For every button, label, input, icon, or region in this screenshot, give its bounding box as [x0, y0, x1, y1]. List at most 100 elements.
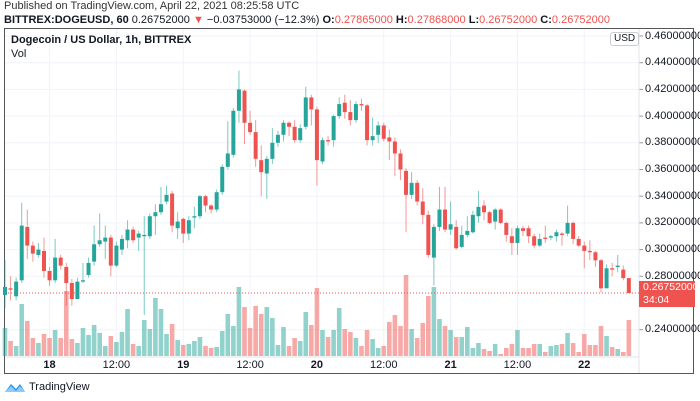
- volume-bar: [548, 346, 554, 356]
- candle-body: [69, 282, 74, 299]
- candle-body: [147, 216, 152, 237]
- volume-bar: [108, 336, 114, 356]
- volume-bar: [437, 319, 442, 356]
- volume-bar: [281, 327, 286, 356]
- candle-body: [626, 278, 631, 293]
- volume-bar: [387, 322, 392, 356]
- volume-bar: [381, 346, 387, 356]
- volume-bar: [225, 314, 231, 356]
- volume-bar: [325, 337, 331, 356]
- candle-body: [253, 132, 258, 159]
- candle-body: [621, 269, 626, 279]
- candle-body: [153, 212, 158, 217]
- volume-bar: [63, 291, 69, 356]
- volume-bar: [442, 326, 448, 356]
- candle-body: [119, 238, 124, 250]
- volume-bar: [247, 328, 253, 356]
- volume-bar: [130, 344, 136, 356]
- low-label: L:: [468, 14, 480, 26]
- candle-body: [170, 193, 175, 226]
- tradingview-logo-icon: [5, 384, 25, 392]
- volume-bar: [47, 338, 52, 356]
- volume-bar: [8, 341, 13, 356]
- candle-body: [287, 122, 292, 127]
- volume-bar: [509, 344, 515, 356]
- volume-bar: [554, 345, 559, 356]
- volume-bar: [375, 348, 381, 356]
- candle-body: [209, 205, 214, 210]
- volume-bar: [414, 338, 420, 356]
- chart-legend-title: Dogecoin / US Dollar, 1h, BITTREX: [11, 34, 192, 46]
- volume-bar: [75, 343, 80, 356]
- candle-body: [264, 158, 269, 174]
- y-tick-label: 0.44000000: [645, 56, 700, 69]
- chart-frame[interactable]: [4, 28, 694, 374]
- volume-bar: [576, 352, 582, 356]
- open-value: 0.27865000: [334, 14, 393, 26]
- volume-bar: [24, 321, 30, 356]
- candle-body: [41, 250, 46, 271]
- candle-body: [298, 128, 303, 141]
- candle-body: [398, 153, 403, 170]
- candle-body: [75, 281, 80, 299]
- candle-body: [431, 226, 436, 258]
- volume-bar: [97, 333, 102, 356]
- volume-bar: [581, 334, 587, 356]
- candle-body: [548, 236, 553, 238]
- candle-body: [381, 125, 386, 139]
- candle-body: [314, 109, 319, 161]
- candle-body: [387, 137, 392, 142]
- currency-badge[interactable]: USD: [610, 32, 640, 46]
- volume-bar: [504, 348, 509, 356]
- x-tick-label: 20: [310, 359, 324, 371]
- candle-body: [158, 204, 163, 213]
- candle-body: [476, 206, 481, 217]
- candle-body: [36, 249, 41, 255]
- candle-body: [543, 237, 548, 239]
- volume-bar: [570, 343, 576, 356]
- close-value: 0.26752000: [551, 14, 611, 26]
- candle-body: [320, 140, 325, 162]
- volume-bar: [470, 348, 476, 356]
- y-tick-label: 0.32000000: [645, 216, 700, 229]
- candle-body: [14, 281, 19, 297]
- candle-body: [25, 226, 30, 246]
- volume-bar: [520, 348, 526, 356]
- volume-bar: [125, 309, 130, 356]
- volume-bar: [593, 345, 598, 356]
- high-label: H:: [395, 14, 408, 26]
- candle-body: [587, 250, 592, 253]
- volume-bar: [169, 324, 175, 356]
- low-value: 0.26752000: [479, 14, 538, 26]
- volume-bar: [481, 349, 487, 356]
- volume-bar: [242, 307, 247, 356]
- volume-bar: [153, 298, 158, 356]
- candle-body: [342, 102, 347, 113]
- candle-body: [248, 122, 253, 133]
- volume-bar: [203, 346, 208, 356]
- candle-body: [610, 268, 615, 270]
- volume-bar: [158, 309, 164, 356]
- candle-body: [515, 228, 520, 243]
- candle-body: [376, 125, 381, 135]
- y-tick-label: 0.42000000: [645, 82, 700, 95]
- candle-body: [560, 233, 564, 235]
- candle-body: [197, 196, 202, 217]
- volume-bar: [309, 325, 314, 356]
- candle-body: [30, 245, 35, 254]
- volume-bar: [258, 314, 264, 356]
- volume-bar: [303, 312, 309, 356]
- candle-body: [337, 104, 342, 117]
- candle-body: [537, 238, 542, 246]
- triangle-down-icon: ▼: [192, 14, 204, 26]
- candle-body: [392, 141, 397, 154]
- tradingview-logo[interactable]: TradingView: [4, 381, 90, 393]
- candle-body: [598, 260, 603, 289]
- candle-body: [448, 224, 453, 230]
- open-label: O:: [322, 14, 335, 26]
- candle-body: [465, 230, 470, 235]
- symbol-name[interactable]: BITTREX:DOGEUSD, 60: [4, 14, 129, 26]
- candle-body: [309, 97, 314, 110]
- candle-body: [409, 182, 414, 195]
